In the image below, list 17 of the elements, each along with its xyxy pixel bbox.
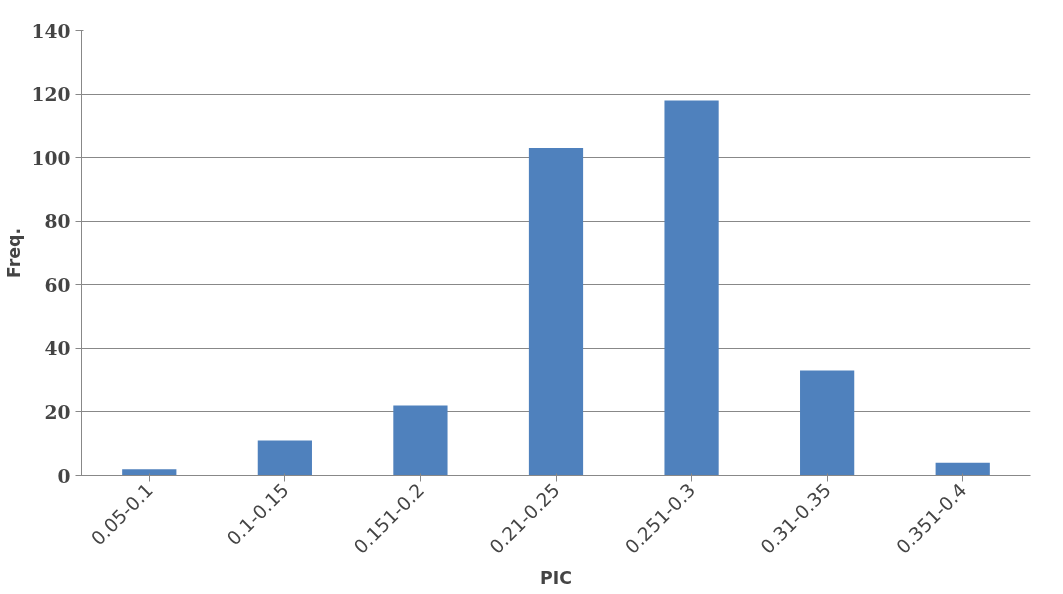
- y-tick-label: 0: [57, 464, 71, 487]
- y-tick-label: 40: [44, 337, 71, 360]
- y-tick-label: 120: [31, 83, 71, 106]
- y-tick-label: 100: [31, 146, 71, 169]
- y-tick-label: 140: [31, 19, 71, 42]
- y-axis-title: Freq.: [3, 227, 24, 279]
- bar: [935, 462, 990, 476]
- y-tick-label: 80: [44, 210, 71, 233]
- bar: [528, 148, 584, 476]
- bar: [800, 370, 855, 476]
- bar: [393, 405, 448, 476]
- bar: [122, 469, 177, 476]
- bar: [257, 440, 312, 476]
- bar: [664, 100, 719, 476]
- y-tick-label: 20: [44, 400, 71, 423]
- x-axis-title: PIC: [540, 567, 572, 588]
- y-tick-label: 60: [44, 273, 71, 296]
